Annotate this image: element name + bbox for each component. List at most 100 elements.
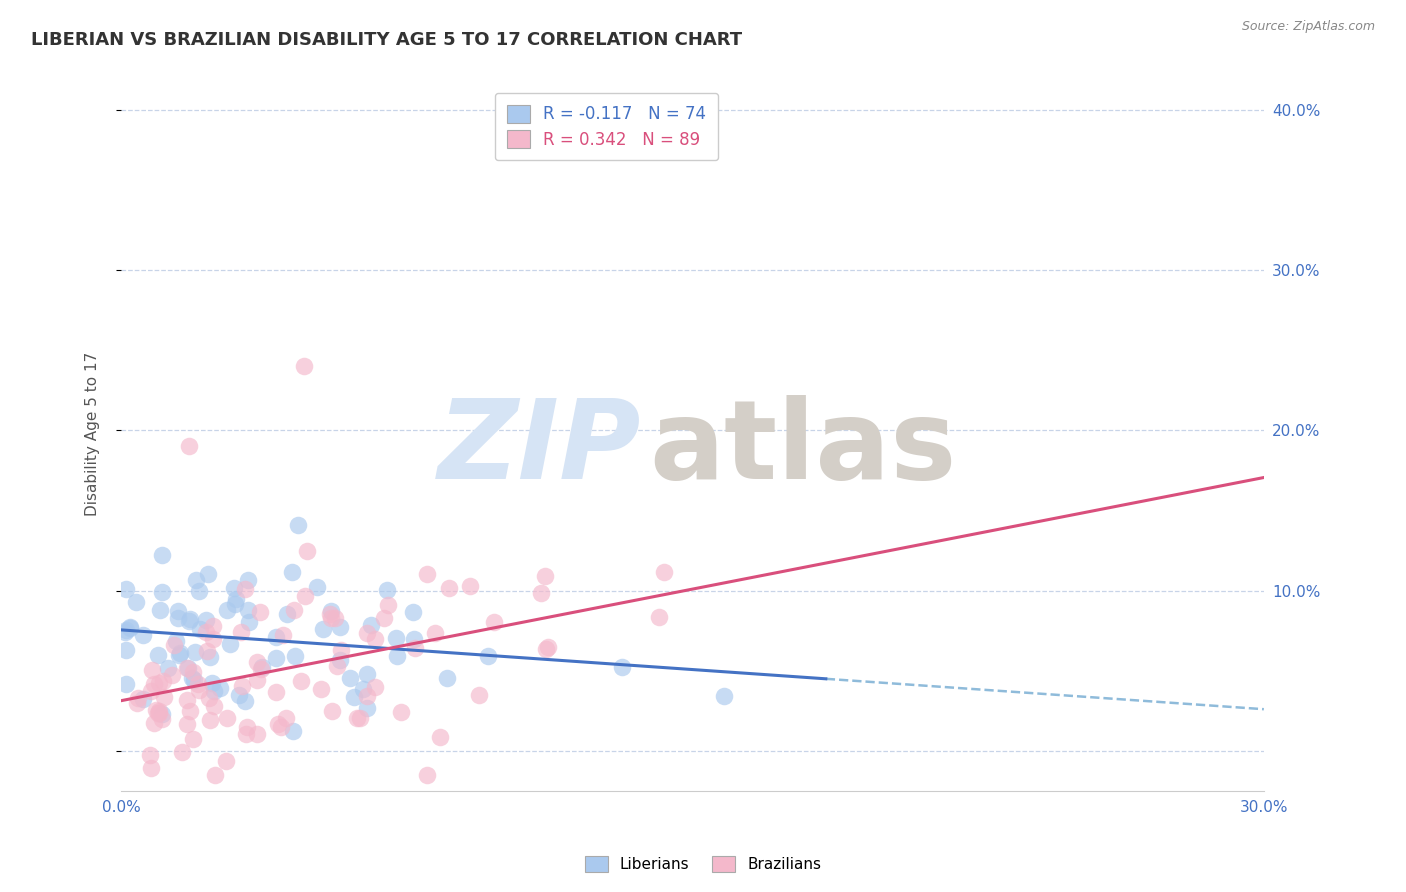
Point xyxy=(114,643,136,657)
Point xyxy=(536,641,558,656)
Point xyxy=(468,688,491,702)
Point xyxy=(482,615,505,629)
Point xyxy=(120,620,142,634)
Point xyxy=(356,626,378,640)
Point xyxy=(184,645,207,659)
Point xyxy=(202,632,225,647)
Point xyxy=(181,731,204,746)
Point xyxy=(264,651,287,665)
Point xyxy=(387,648,409,663)
Point xyxy=(139,684,162,698)
Point xyxy=(246,673,269,687)
Point xyxy=(363,680,385,694)
Point xyxy=(329,653,352,667)
Point xyxy=(127,697,149,711)
Point xyxy=(610,660,633,674)
Point xyxy=(356,701,378,715)
Text: Source: ZipAtlas.com: Source: ZipAtlas.com xyxy=(1241,20,1375,33)
Point xyxy=(290,673,312,688)
Point xyxy=(188,583,211,598)
Point xyxy=(152,690,174,704)
Point xyxy=(217,603,239,617)
Point xyxy=(215,711,238,725)
Point xyxy=(654,565,676,579)
Point xyxy=(416,566,439,581)
Point xyxy=(329,620,352,634)
Point xyxy=(319,607,342,621)
Point xyxy=(132,691,155,706)
Point xyxy=(176,660,198,674)
Point xyxy=(429,731,451,745)
Point xyxy=(166,611,188,625)
Point xyxy=(537,640,560,655)
Point xyxy=(267,717,290,731)
Text: atlas: atlas xyxy=(650,395,956,502)
Point xyxy=(373,611,395,625)
Point xyxy=(238,573,260,587)
Point xyxy=(149,603,172,617)
Point xyxy=(416,768,439,782)
Point xyxy=(195,625,218,640)
Point xyxy=(139,747,162,762)
Point xyxy=(165,633,187,648)
Point xyxy=(402,632,425,647)
Point xyxy=(167,604,190,618)
Point xyxy=(436,671,458,685)
Point xyxy=(266,631,288,645)
Point xyxy=(176,693,198,707)
Point xyxy=(346,711,368,725)
Point xyxy=(329,642,352,657)
Point xyxy=(176,717,198,731)
Point xyxy=(309,681,332,696)
Point xyxy=(197,691,219,706)
Point xyxy=(145,703,167,717)
Point xyxy=(385,631,408,645)
Point xyxy=(152,673,174,688)
Point xyxy=(233,694,256,708)
Point xyxy=(319,611,342,625)
Point xyxy=(150,549,173,563)
Point xyxy=(148,676,170,690)
Point xyxy=(177,439,200,453)
Point xyxy=(177,614,200,628)
Text: ZIP: ZIP xyxy=(437,395,641,502)
Point xyxy=(319,604,342,618)
Point xyxy=(127,691,149,706)
Point xyxy=(183,665,205,679)
Point xyxy=(274,711,297,725)
Point xyxy=(343,690,366,705)
Point xyxy=(179,612,201,626)
Point xyxy=(225,592,247,607)
Point xyxy=(404,641,426,656)
Point xyxy=(530,586,553,600)
Point xyxy=(148,648,170,662)
Point xyxy=(222,581,245,595)
Point xyxy=(146,706,169,721)
Point xyxy=(194,613,217,627)
Point xyxy=(198,713,221,727)
Point xyxy=(648,610,671,624)
Point xyxy=(167,648,190,662)
Point xyxy=(326,659,349,673)
Point xyxy=(229,624,252,639)
Point xyxy=(389,705,412,719)
Point xyxy=(377,598,399,612)
Point xyxy=(125,594,148,608)
Point xyxy=(235,726,257,740)
Point xyxy=(249,605,271,619)
Point xyxy=(281,724,304,739)
Point xyxy=(152,712,174,726)
Point xyxy=(224,597,246,611)
Point xyxy=(183,673,205,687)
Point xyxy=(188,623,211,637)
Point xyxy=(713,689,735,703)
Point xyxy=(142,676,165,690)
Point xyxy=(281,565,304,579)
Point xyxy=(349,710,371,724)
Point xyxy=(423,626,446,640)
Point xyxy=(339,671,361,685)
Point xyxy=(437,581,460,595)
Point xyxy=(141,761,163,775)
Point xyxy=(294,589,316,603)
Point xyxy=(143,716,166,731)
